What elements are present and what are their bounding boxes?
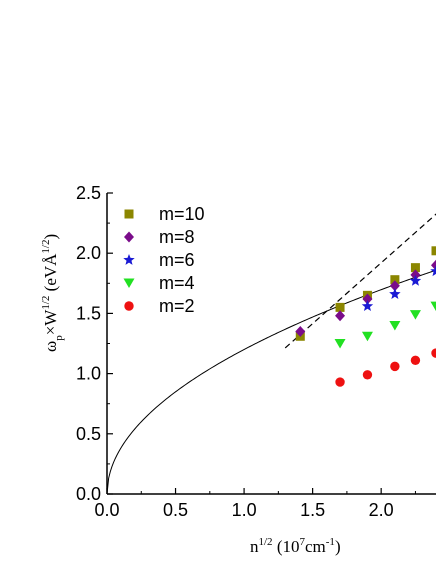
data-point <box>431 246 436 256</box>
data-point <box>409 310 421 320</box>
x-tick-label: 1.0 <box>232 500 257 520</box>
legend-label: m=8 <box>159 227 195 247</box>
data-point <box>295 325 306 337</box>
data-point <box>431 348 436 358</box>
x-tick-label: 2.0 <box>369 500 394 520</box>
legend-marker <box>123 278 135 288</box>
fit-curve-solid <box>107 269 436 494</box>
data-point <box>389 280 400 292</box>
data-point <box>389 320 401 331</box>
data-point <box>335 310 346 322</box>
y-tick-label: 0.5 <box>76 424 101 444</box>
data-point <box>390 361 400 372</box>
data-point <box>362 293 373 305</box>
y-axis-label: ωp×W1/2 (eVÅ1/2) <box>40 234 65 352</box>
legend-marker <box>124 209 134 219</box>
data-point <box>335 377 345 387</box>
data-point <box>362 370 373 380</box>
y-tick-label: 0.0 <box>76 484 101 504</box>
data-point <box>409 274 422 286</box>
data-point <box>390 275 400 285</box>
legend-marker <box>124 301 134 311</box>
x-tick-label: 0.5 <box>163 500 188 520</box>
legend-marker <box>124 231 134 243</box>
legend-label: m=2 <box>159 296 195 316</box>
data-point <box>335 302 345 312</box>
axes: 0.0 0.5 1.0 1.5 2.0 0.0 0.5 1.0 1.5 2.0 2.5 <box>76 183 436 520</box>
y-tick-label: 2.0 <box>76 243 101 263</box>
data-point <box>410 263 420 273</box>
x-tick-label: 1.5 <box>300 500 325 520</box>
data-point <box>389 288 401 299</box>
x-axis-label: n1/2 (107cm-1) <box>250 536 341 556</box>
data-point <box>410 355 421 366</box>
x-tick-label: 0.0 <box>94 500 119 520</box>
data-point <box>410 269 421 281</box>
data-point <box>431 259 436 271</box>
fit-line-dashed <box>284 213 436 349</box>
data-point <box>361 300 374 312</box>
data-points <box>295 246 436 387</box>
legend-label: m=4 <box>159 273 195 293</box>
legend-label: m=10 <box>159 204 205 224</box>
curves <box>107 213 436 494</box>
data-point <box>361 331 373 342</box>
y-tick-label: 1.0 <box>76 364 101 384</box>
legend: m=10 m=8 m=6 m=4 m=2 <box>123 204 205 316</box>
data-point <box>430 265 436 277</box>
data-point <box>334 339 346 349</box>
y-tick-label: 2.5 <box>76 183 101 203</box>
y-tick-label: 1.5 <box>76 303 101 323</box>
axis-labels: n1/2 (107cm-1) ωp×W1/2 (eVÅ1/2) <box>40 234 341 556</box>
data-point <box>430 301 436 312</box>
legend-label: m=6 <box>159 250 195 270</box>
legend-marker <box>123 254 135 265</box>
